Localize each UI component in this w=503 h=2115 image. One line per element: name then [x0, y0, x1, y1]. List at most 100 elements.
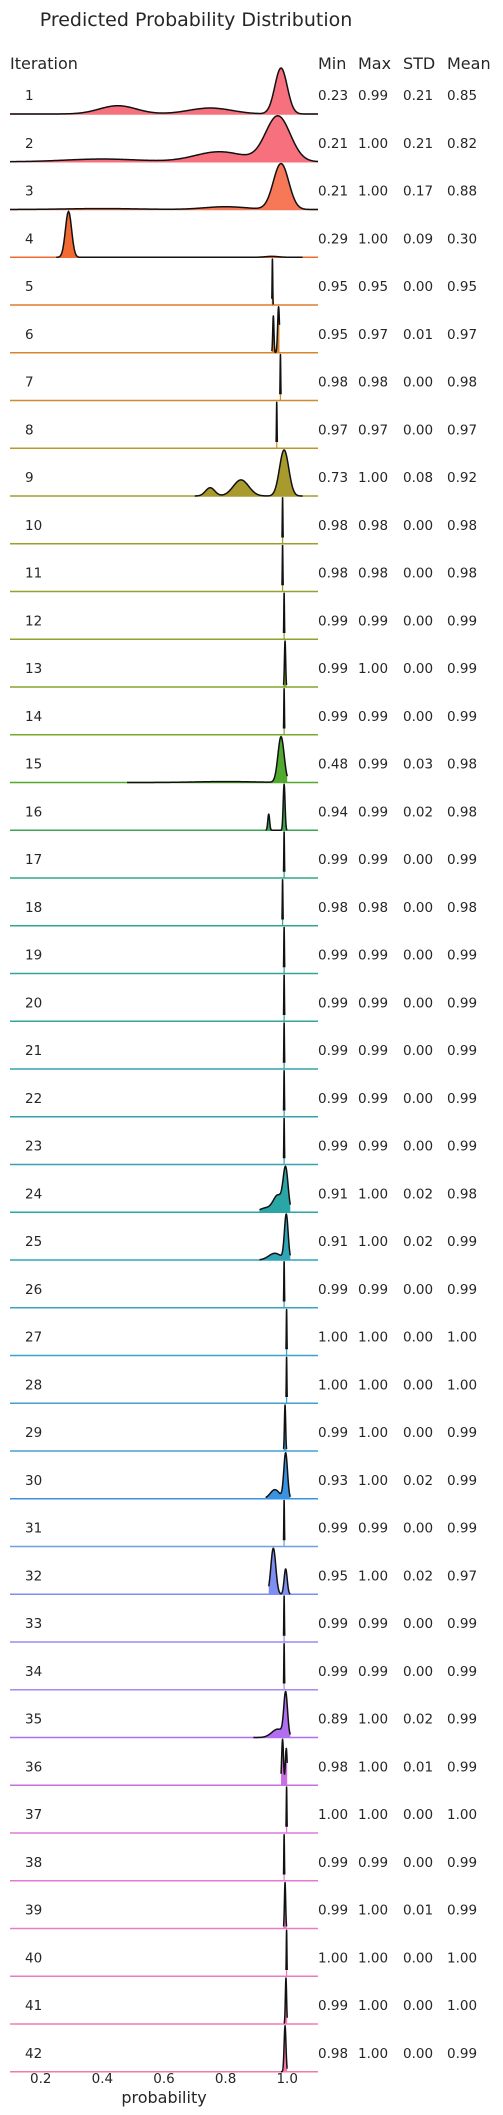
stat-min-value: 0.99	[318, 948, 348, 964]
ridge-area	[10, 68, 318, 114]
ridge-row: 20 0.99 0.99 0.00 0.99	[10, 974, 477, 1022]
stat-std-value: 0.00	[403, 1139, 433, 1155]
iteration-label: 19	[25, 948, 42, 964]
ridge-curve	[282, 1834, 286, 1876]
stat-max-value: 0.99	[358, 804, 388, 820]
stat-min-value: 0.99	[318, 1091, 348, 1107]
stat-mean-value: 0.99	[447, 2046, 477, 2062]
ridge-curve	[267, 1547, 291, 1595]
ridge-area	[127, 736, 288, 783]
stat-mean-value: 0.99	[447, 995, 477, 1011]
stat-header-min: Min	[318, 54, 346, 73]
ridge-area	[10, 115, 318, 162]
ridge-curve	[282, 1261, 286, 1303]
stat-min-value: 0.99	[318, 661, 348, 677]
x-tick-label: 1.0	[276, 2071, 297, 2087]
iteration-label: 36	[25, 1759, 42, 1775]
stat-std-value: 0.09	[403, 231, 433, 247]
stat-mean-value: 1.00	[447, 1998, 477, 2014]
ridge-curve	[56, 210, 303, 258]
stat-max-value: 0.99	[358, 1139, 388, 1155]
stat-mean-value: 1.00	[447, 1377, 477, 1393]
ridge-curve	[285, 1308, 288, 1350]
stat-min-value: 0.99	[318, 995, 348, 1011]
ridge-row: 38 0.99 0.99 0.00 0.99	[10, 1834, 477, 1882]
iteration-label: 5	[25, 279, 34, 295]
stat-std-value: 0.00	[403, 1330, 433, 1346]
ridge-row: 8 0.97 0.97 0.00 0.97	[10, 401, 477, 449]
ridge-curve	[280, 1738, 288, 1775]
ridge-row: 12 0.99 0.99 0.00 0.99	[10, 592, 477, 640]
stat-max-value: 1.00	[358, 1903, 388, 1919]
stat-std-value: 0.01	[403, 327, 433, 343]
ridge-row: 3 0.21 1.00 0.17 0.88	[10, 162, 477, 211]
stat-min-value: 0.48	[318, 757, 348, 773]
stat-std-value: 0.00	[403, 279, 433, 295]
ridge-curve	[10, 67, 318, 115]
ridge-curve	[279, 353, 282, 395]
ridge-row: 19 0.99 0.99 0.00 0.99	[10, 926, 477, 975]
ridge-row: 5 0.95 0.95 0.00 0.95	[10, 258, 477, 306]
stat-max-value: 0.95	[358, 279, 388, 295]
iteration-label: 10	[25, 518, 42, 534]
stat-min-value: 0.98	[318, 2046, 348, 2062]
stat-mean-value: 0.88	[447, 184, 477, 200]
stat-max-value: 0.98	[358, 566, 388, 582]
iteration-label: 16	[25, 804, 42, 820]
stat-max-value: 1.00	[358, 1712, 388, 1728]
stat-std-value: 0.00	[403, 948, 433, 964]
ridge-curve	[282, 831, 286, 873]
iteration-label: 39	[25, 1903, 42, 1919]
ridge-row: 18 0.98 0.98 0.00 0.98	[10, 879, 477, 927]
ridge-curve	[282, 1117, 286, 1159]
stat-min-value: 1.00	[318, 1330, 348, 1346]
stat-std-value: 0.00	[403, 852, 433, 868]
ridge-curve	[264, 783, 288, 831]
stat-min-value: 0.99	[318, 1998, 348, 2014]
stat-min-value: 0.99	[318, 1616, 348, 1632]
ridge-row: 28 1.00 1.00 0.00 1.00	[10, 1356, 477, 1404]
stat-max-value: 0.99	[358, 995, 388, 1011]
stat-mean-value: 0.98	[447, 757, 477, 773]
iteration-label: 34	[25, 1664, 42, 1680]
stat-mean-value: 0.97	[447, 1568, 477, 1584]
ridge-curve	[282, 688, 286, 730]
iteration-label: 2	[25, 136, 34, 152]
stat-min-value: 0.91	[318, 1186, 348, 1202]
iteration-label: 33	[25, 1616, 42, 1632]
ridge-row: 11 0.98 0.98 0.00 0.98	[10, 544, 477, 593]
stat-std-value: 0.00	[403, 613, 433, 629]
stat-min-value: 1.00	[318, 1950, 348, 1966]
stat-max-value: 0.99	[358, 1521, 388, 1537]
ridge-curve	[252, 1690, 291, 1739]
ridge-area	[253, 1691, 291, 1738]
stat-mean-value: 0.30	[447, 231, 477, 247]
ridge-row: 4 0.29 1.00 0.09 0.30	[10, 210, 477, 258]
ridge-row: 36 0.98 1.00 0.01 0.99	[10, 1738, 477, 1786]
stat-min-value: 0.99	[318, 1043, 348, 1059]
stat-max-value: 0.98	[358, 518, 388, 534]
stat-mean-value: 0.99	[447, 1903, 477, 1919]
iteration-label: 1	[25, 88, 34, 104]
iteration-label: 22	[25, 1091, 42, 1107]
stat-min-value: 0.99	[318, 613, 348, 629]
ridge-curve	[282, 592, 286, 634]
ridge-row: 10 0.98 0.98 0.00 0.98	[10, 497, 477, 545]
ridge-row: 23 0.99 0.99 0.00 0.99	[10, 1117, 477, 1166]
ridge-row: 27 1.00 1.00 0.00 1.00	[10, 1308, 477, 1357]
stat-std-value: 0.00	[403, 661, 433, 677]
stat-max-value: 1.00	[358, 1425, 388, 1441]
ridge-row: 39 0.99 1.00 0.01 0.99	[10, 1881, 477, 1930]
stat-min-value: 0.99	[318, 1855, 348, 1871]
ridge-row: 30 0.93 1.00 0.02 0.99	[10, 1452, 477, 1500]
stat-min-value: 0.99	[318, 852, 348, 868]
iteration-label: 7	[25, 375, 34, 391]
stat-mean-value: 0.99	[447, 1282, 477, 1298]
stat-mean-value: 0.99	[447, 709, 477, 725]
ridge-row: 24 0.91 1.00 0.02 0.98	[10, 1165, 477, 1213]
stat-std-value: 0.17	[403, 184, 433, 200]
stat-mean-value: 0.97	[447, 422, 477, 438]
stat-min-value: 0.99	[318, 1903, 348, 1919]
stat-std-value: 0.00	[403, 900, 433, 916]
stat-std-value: 0.02	[403, 1186, 433, 1202]
